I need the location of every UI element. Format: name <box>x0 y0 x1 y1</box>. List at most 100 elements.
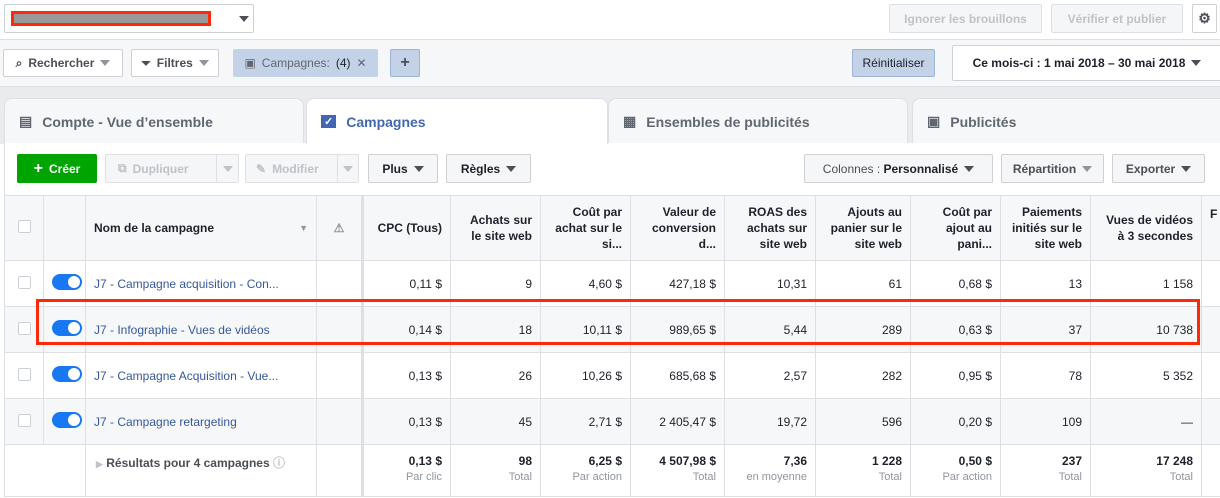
metric-cell: 9 <box>450 260 541 307</box>
row-checkbox[interactable] <box>4 306 44 353</box>
campaign-name-link[interactable]: J7 - Campagne acquisition - Con... <box>85 260 317 307</box>
metric-cell <box>1201 306 1220 353</box>
column-header[interactable]: ROAS des achats sur site web <box>724 195 816 261</box>
column-header[interactable]: Coût par ajout au pani... <box>910 195 1001 261</box>
metric-cell: 78 <box>1000 352 1091 399</box>
add-filter-button[interactable]: + <box>390 49 420 77</box>
metric-cell: 0,95 $ <box>910 352 1001 399</box>
columns-prefix: Colonnes : <box>822 161 884 176</box>
tab-label: Campagnes <box>346 113 426 130</box>
column-header[interactable]: Paiements initiés sur le site web <box>1000 195 1091 261</box>
column-header-name[interactable]: Nom de la campagne ▼ <box>85 195 317 261</box>
total-cell: 17 248 Total <box>1090 444 1202 497</box>
metric-cell <box>1201 352 1220 399</box>
metric-cell: 5,44 <box>724 306 816 353</box>
campaigns-filter-chip[interactable]: ▣ Campagnes: (4) ✕ <box>233 49 378 77</box>
tab-label: Ensembles de publicités <box>646 113 810 130</box>
search-button[interactable]: ⌕ Rechercher <box>3 49 123 77</box>
metric-cell: 10,26 $ <box>540 352 631 399</box>
row-checkbox[interactable] <box>4 398 44 445</box>
totals-label[interactable]: ▶ Résultats pour 4 campagnes ⓘ <box>85 444 317 497</box>
chip-count: (4) <box>335 56 351 70</box>
warning-cell <box>316 352 364 399</box>
rules-label: Règles <box>460 161 501 176</box>
edit-dropdown[interactable] <box>337 154 359 183</box>
campaign-toggle[interactable] <box>43 306 86 353</box>
export-label: Exporter <box>1125 161 1176 176</box>
campaign-toggle[interactable] <box>43 352 86 399</box>
total-value: 0,50 $ <box>958 454 992 468</box>
columns-button[interactable]: Colonnes : Personnalisé <box>804 154 993 183</box>
column-header[interactable]: F <box>1201 195 1220 261</box>
metric-cell: 282 <box>815 352 911 399</box>
more-button[interactable]: Plus <box>368 154 438 183</box>
chevron-down-icon <box>100 60 111 66</box>
tab-ad-sets[interactable]: ▦ Ensembles de publicités <box>608 98 908 144</box>
metric-cell: 10 738 <box>1090 306 1202 353</box>
campaign-name-link[interactable]: J7 - Campagne Acquisition - Vue... <box>85 352 317 399</box>
campaign-toggle[interactable] <box>43 398 86 445</box>
table-row[interactable]: J7 - Campagne Acquisition - Vue... 0,13 … <box>4 352 1220 399</box>
metric-cell: 2 405,47 $ <box>630 398 725 445</box>
account-selector[interactable] <box>4 4 254 33</box>
warning-cell <box>316 260 364 307</box>
campaign-toggle[interactable] <box>43 260 86 307</box>
totals-label-text: Résultats pour 4 campagnes <box>106 456 270 470</box>
metric-cell: 289 <box>815 306 911 353</box>
row-checkbox[interactable] <box>4 260 44 307</box>
total-sub: Total <box>1058 471 1082 483</box>
total-value: 6,25 $ <box>588 454 622 468</box>
review-publish-button[interactable]: Vérifier et publier <box>1051 4 1183 33</box>
row-checkbox[interactable] <box>4 352 44 399</box>
tab-account-overview[interactable]: ▤ Compte - Vue d’ensemble <box>4 98 304 144</box>
campaign-icon: ▣ <box>244 56 256 70</box>
column-header[interactable]: Vues de vidéos à 3 secondes <box>1090 195 1202 261</box>
duplicate-button[interactable]: ⧉ Dupliquer <box>105 154 218 183</box>
metric-cell <box>1201 260 1220 307</box>
table-row[interactable]: J7 - Campagne retargeting 0,13 $45 2,71 $… <box>4 398 1220 445</box>
export-button[interactable]: Exporter <box>1112 154 1205 183</box>
expand-caret-icon[interactable]: ▶ <box>96 459 103 469</box>
info-icon[interactable]: ⓘ <box>273 456 286 470</box>
column-header[interactable]: Coût par achat sur le si... <box>540 195 631 261</box>
rules-button[interactable]: Règles <box>446 154 531 183</box>
tab-ads[interactable]: ▣ Publicités <box>912 98 1220 144</box>
discard-drafts-button[interactable]: Ignorer les brouillons <box>889 4 1042 33</box>
table-row[interactable]: J7 - Infographie - Vues de vidéos 0,14 $… <box>4 306 1220 353</box>
create-button[interactable]: + Créer <box>17 154 97 183</box>
total-cell: 7,36 en moyenne <box>724 444 816 497</box>
campaign-name-link[interactable]: J7 - Infographie - Vues de vidéos <box>85 306 317 353</box>
sort-caret-icon[interactable]: ▼ <box>299 223 308 233</box>
column-header[interactable]: CPC (Tous) <box>362 195 451 261</box>
tab-campaigns[interactable]: ✓ Campagnes <box>306 98 608 144</box>
warning-cell <box>316 444 364 497</box>
table-toolbar: + Créer ⧉ Dupliquer ✎ Modifier Plus Règles … <box>4 143 1220 195</box>
column-header[interactable]: Achats sur le site web <box>450 195 541 261</box>
duplicate-dropdown[interactable] <box>216 154 239 183</box>
filters-button[interactable]: ⏷ Filtres <box>131 49 219 77</box>
gear-icon[interactable]: ⚙ <box>1192 4 1217 33</box>
breakdown-button[interactable]: Répartition <box>1001 154 1104 183</box>
total-value: 237 <box>1061 454 1082 468</box>
edit-button[interactable]: ✎ Modifier <box>245 154 341 183</box>
total-value: 0,13 $ <box>408 454 442 468</box>
reset-button[interactable]: Réinitialiser <box>852 49 935 77</box>
metric-cell: 2,57 <box>724 352 816 399</box>
date-range-picker[interactable]: Ce mois-ci : 1 mai 2018 – 30 mai 2018 <box>952 45 1220 81</box>
table-row[interactable]: J7 - Campagne acquisition - Con... 0,11 … <box>4 260 1220 307</box>
redacted-account-name <box>11 11 211 26</box>
filter-bar: ⌕ Rechercher ⏷ Filtres ▣ Campagnes: (4) ✕ + R… <box>0 40 1220 87</box>
total-value: 98 <box>518 454 532 468</box>
search-label: Rechercher <box>28 56 95 70</box>
close-icon[interactable]: ✕ <box>356 56 367 70</box>
metric-cell: 45 <box>450 398 541 445</box>
metric-cell: 427,18 $ <box>630 260 725 307</box>
chevron-down-icon <box>964 165 975 172</box>
metric-cell: 2,71 $ <box>540 398 631 445</box>
select-all-checkbox[interactable] <box>4 195 44 261</box>
total-value: 7,36 <box>783 454 807 468</box>
column-header[interactable]: Valeur de conversion d... <box>630 195 725 261</box>
chevron-down-icon <box>1191 60 1202 66</box>
column-header[interactable]: Ajouts au panier sur le site web <box>815 195 911 261</box>
campaign-name-link[interactable]: J7 - Campagne retargeting <box>85 398 317 445</box>
